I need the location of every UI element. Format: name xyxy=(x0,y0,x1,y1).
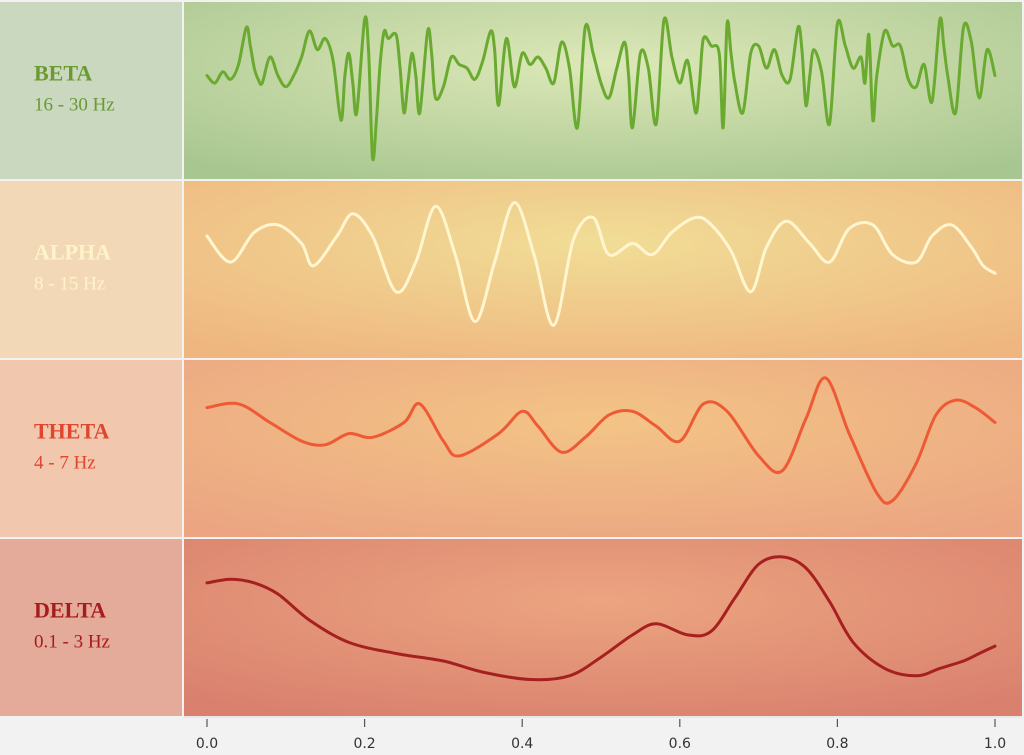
theta-plot-background xyxy=(184,360,1022,537)
alpha-plot-background xyxy=(184,181,1022,358)
x-tick-label: 0.8 xyxy=(826,736,848,752)
panel-beta: BETA 16 - 30 Hz xyxy=(0,2,1022,179)
panel-alpha: ALPHA 8 - 15 Hz xyxy=(0,181,1022,358)
band-panels: BETA 16 - 30 Hz ALPHA 8 - 15 Hz THETA 4 - 7 H… xyxy=(0,2,1022,716)
theta-wave-line xyxy=(205,376,997,505)
delta-frequency-range: 0.1 - 3 Hz xyxy=(34,632,110,653)
delta-label-background xyxy=(0,539,182,716)
delta-wave-line xyxy=(205,555,997,682)
x-ticks: 0.0 0.2 0.4 0.6 0.8 1.0 xyxy=(196,719,1006,752)
alpha-label-background xyxy=(0,181,182,358)
x-tick-label: 0.2 xyxy=(353,736,375,752)
theta-label-background xyxy=(0,360,182,537)
beta-wave-line xyxy=(205,15,997,162)
panel-theta: THETA 4 - 7 Hz xyxy=(0,360,1022,537)
theta-band-name: THETA xyxy=(34,419,110,444)
beta-frequency-range: 16 - 30 Hz xyxy=(34,95,115,116)
theta-frequency-range: 4 - 7 Hz xyxy=(34,453,96,474)
beta-band-name: BETA xyxy=(34,61,92,86)
x-tick-label: 1.0 xyxy=(984,736,1006,752)
panel-delta: DELTA 0.1 - 3 Hz xyxy=(0,539,1022,716)
beta-label-background xyxy=(0,2,182,179)
alpha-band-name: ALPHA xyxy=(34,240,111,265)
x-tick-label: 0.4 xyxy=(511,736,533,752)
x-tick-label: 0.6 xyxy=(669,736,691,752)
alpha-frequency-range: 8 - 15 Hz xyxy=(34,274,105,295)
x-axis: 0.0 0.2 0.4 0.6 0.8 1.0 xyxy=(184,716,1022,752)
delta-band-name: DELTA xyxy=(34,598,106,623)
x-tick-label: 0.0 xyxy=(196,736,218,752)
alpha-wave-line xyxy=(205,201,997,327)
delta-plot-background xyxy=(184,539,1022,716)
